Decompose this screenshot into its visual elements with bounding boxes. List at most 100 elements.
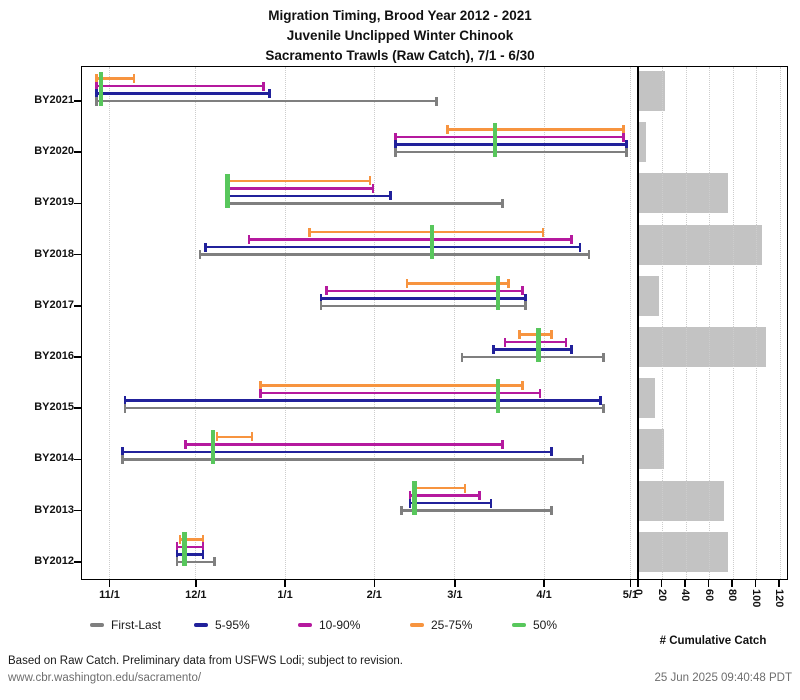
range-cap-left-first_last-BY2016 (460, 352, 464, 362)
chart-subtitle2: Sacramento Trawls (Raw Catch), 7/1 - 6/3… (265, 48, 535, 63)
median-tick-BY2014 (210, 429, 216, 464)
range-first_last-BY2019 (224, 202, 504, 205)
catch-tick-40 (684, 580, 686, 587)
catch-tick-100 (754, 580, 757, 587)
range-cap-left-first_last-BY2015 (123, 403, 127, 413)
median-tick-BY2018 (429, 225, 435, 260)
range-pct10_90-BY2017 (325, 289, 524, 293)
range-cap-right-pct10_90-BY2021 (262, 81, 265, 91)
x-tick-1/1 (284, 580, 286, 587)
gridline-catch-60 (709, 67, 710, 579)
range-cap-right-pct5_95-BY2018 (578, 242, 582, 252)
legend-swatch-first_last (90, 623, 104, 627)
legend-item-pct5_95: 5-95% (194, 616, 250, 634)
x-tick-label-5/1: 5/1 (622, 589, 639, 601)
x-tick-label-11/1: 11/1 (99, 589, 120, 601)
catch-bar-BY2019 (639, 173, 729, 214)
gridline-4/1 (543, 67, 545, 579)
x-tick-label-1/1: 1/1 (277, 589, 293, 601)
range-cap-left-pct10_90-BY2017 (325, 286, 328, 296)
range-cap-left-pct25_75-BY2020 (446, 125, 449, 135)
range-cap-left-pct5_95-BY2020 (394, 140, 397, 150)
range-cap-right-pct25_75-BY2020 (622, 125, 625, 135)
range-pct10_90-BY2019 (224, 187, 375, 190)
range-cap-right-first_last-BY2016 (602, 352, 605, 362)
y-tick-label-BY2017: BY2017 (34, 298, 74, 311)
catch-tick-label-80: 80 (726, 589, 738, 602)
catch-bar-BY2016 (639, 327, 766, 367)
y-tick-label-BY2019: BY2019 (34, 196, 74, 209)
range-cap-right-pct10_90-BY2014 (501, 439, 504, 449)
gridline-1/1 (284, 67, 286, 579)
y-tick-label-BY2014: BY2014 (34, 452, 74, 465)
range-cap-left-first_last-BY2020 (394, 147, 397, 157)
range-first_last-BY2012 (175, 560, 216, 564)
range-cap-right-pct10_90-BY2019 (371, 183, 375, 193)
range-cap-right-pct5_95-BY2016 (570, 345, 573, 354)
range-cap-left-pct10_90-BY2016 (503, 337, 507, 347)
range-cap-right-first_last-BY2018 (587, 250, 591, 260)
range-pct25_75-BY2014 (215, 435, 254, 439)
range-cap-left-pct25_75-BY2012 (178, 534, 182, 544)
catch-tick-0 (637, 580, 639, 587)
range-cap-right-first_last-BY2020 (625, 147, 628, 157)
catch-tick-label-0: 0 (632, 589, 644, 596)
range-first_last-BY2015 (123, 406, 605, 410)
legend-label-median: 50% (533, 618, 558, 632)
x-tick-label-12/1: 12/1 (185, 589, 207, 601)
y-tick-BY2013 (74, 509, 81, 512)
range-cap-left-pct10_90-BY2015 (259, 388, 262, 398)
y-tick-BY2020 (74, 151, 81, 153)
legend-item-median: 50% (512, 616, 557, 634)
range-pct10_90-BY2012 (175, 545, 205, 549)
range-first_last-BY2020 (394, 150, 628, 154)
range-cap-right-pct10_90-BY2012 (201, 542, 205, 552)
median-tick-BY2020 (492, 122, 498, 157)
x-tick-label-4/1: 4/1 (536, 589, 552, 601)
range-cap-left-pct25_75-BY2018 (308, 227, 311, 237)
range-cap-left-pct5_95-BY2021 (95, 89, 98, 98)
range-pct25_75-BY2012 (178, 538, 205, 541)
range-pct5_95-BY2020 (394, 143, 628, 146)
range-cap-left-pct5_95-BY2014 (121, 447, 124, 457)
range-pct10_90-BY2015 (259, 391, 542, 395)
range-first_last-BY2014 (121, 458, 585, 461)
x-tick-11/1 (108, 580, 111, 587)
y-tick-BY2014 (74, 458, 81, 461)
range-pct5_95-BY2016 (492, 348, 573, 351)
y-tick-BY2019 (74, 202, 81, 205)
y-tick-BY2015 (74, 407, 81, 409)
gridline-catch-40 (685, 67, 687, 579)
range-cap-right-pct10_90-BY2020 (622, 132, 625, 142)
gridline-catch-100 (756, 67, 757, 579)
range-pct25_75-BY2021 (95, 77, 136, 80)
legend-swatch-pct5_95 (194, 623, 208, 627)
y-tick-label-BY2013: BY2013 (34, 503, 74, 516)
catch-tick-label-40: 40 (679, 589, 691, 602)
y-tick-label-BY2020: BY2020 (34, 145, 74, 158)
range-cap-right-pct5_95-BY2015 (599, 396, 602, 406)
range-pct5_95-BY2013 (408, 501, 493, 505)
range-cap-left-pct10_90-BY2014 (184, 439, 187, 449)
range-cap-right-pct10_90-BY2018 (570, 235, 573, 245)
gridline-5/1 (629, 67, 631, 579)
gridline-catch-80 (732, 67, 734, 579)
range-cap-right-first_last-BY2017 (524, 301, 527, 311)
range-cap-left-pct10_90-BY2021 (95, 81, 98, 91)
gridline-11/1 (109, 67, 110, 579)
range-cap-right-pct5_95-BY2013 (489, 498, 493, 508)
x-tick-5/1 (629, 580, 632, 587)
range-cap-right-first_last-BY2015 (602, 403, 605, 413)
plot-border (81, 66, 788, 580)
y-tick-label-BY2018: BY2018 (34, 247, 74, 260)
gridline-3/1 (454, 67, 456, 579)
range-cap-right-pct10_90-BY2015 (538, 388, 542, 398)
footer-url: www.cbr.washington.edu/sacramento/ (8, 672, 202, 684)
range-cap-left-first_last-BY2012 (175, 557, 179, 567)
y-tick-BY2016 (74, 356, 81, 358)
range-cap-right-pct25_75-BY2012 (201, 534, 205, 544)
median-tick-BY2019 (225, 173, 230, 208)
y-tick-label-BY2016: BY2016 (34, 350, 74, 362)
x-tick-3/1 (454, 580, 456, 587)
